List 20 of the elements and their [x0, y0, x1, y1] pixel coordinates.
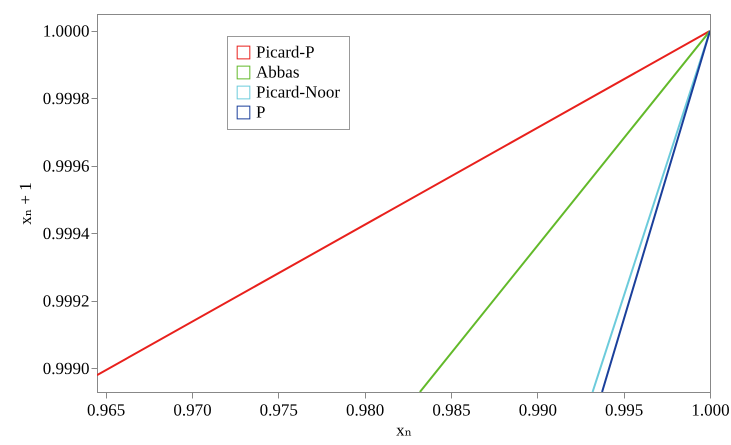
y-tick-label: 0.9996 — [42, 156, 90, 176]
x-tick-label: 0.970 — [173, 400, 212, 420]
y-tick-label: 0.9990 — [42, 358, 90, 378]
y-tick-label: 0.9998 — [42, 88, 90, 108]
x-tick-label: 0.990 — [518, 400, 557, 420]
x-tick-label: 0.985 — [432, 400, 471, 420]
y-tick-label: 0.9994 — [42, 224, 90, 243]
legend-label: P — [256, 102, 266, 122]
x-tick-label: 0.995 — [605, 400, 644, 420]
x-tick-label: 0.965 — [87, 400, 126, 420]
legend-label: Picard-P — [256, 42, 315, 62]
y-axis-title: xₙ + 1 — [16, 182, 35, 225]
legend-label: Picard-Noor — [256, 82, 340, 102]
x-tick-label: 0.975 — [260, 400, 298, 420]
x-tick-label: 1.000 — [691, 400, 730, 420]
legend-label: Abbas — [256, 62, 300, 82]
x-tick-label: 0.980 — [346, 400, 384, 420]
x-axis-title: xₙ — [396, 420, 412, 440]
y-tick-label: 1.0000 — [42, 21, 90, 40]
y-tick-label: 0.9992 — [42, 291, 90, 310]
